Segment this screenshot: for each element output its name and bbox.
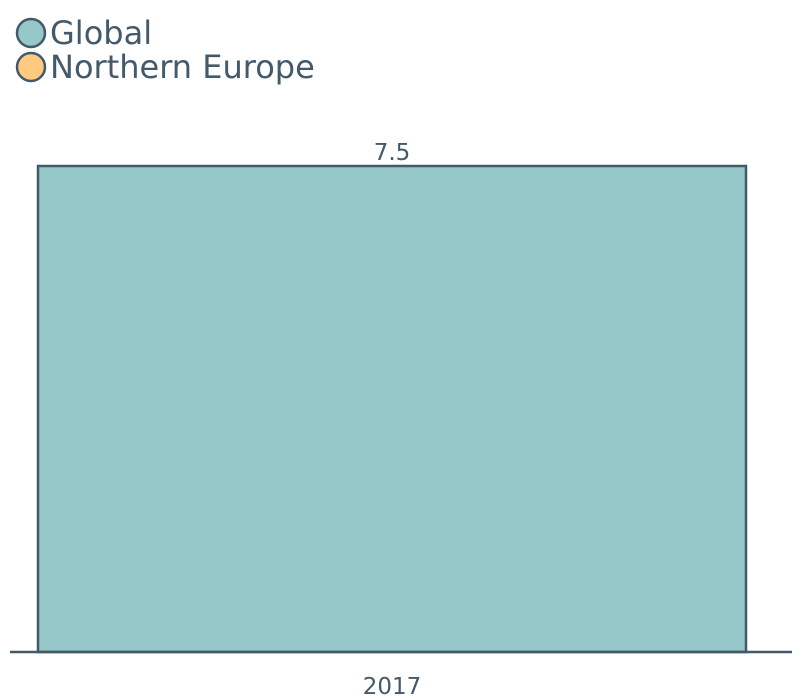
x-tick-labels-group: 2017 [363, 674, 422, 700]
legend-label-0: Global [50, 14, 152, 52]
legend-label-1: Northern Europe [50, 48, 315, 86]
data-label-2017-0: 7.5 [374, 140, 411, 166]
bars-group [36, 164, 748, 654]
legend-swatch-1 [15, 51, 47, 83]
x-tick-label-2017: 2017 [363, 674, 422, 700]
bar-2017-0 [36, 164, 748, 654]
legend-swatch-0 [15, 17, 47, 49]
data-labels-group: 7.5 [374, 140, 411, 166]
